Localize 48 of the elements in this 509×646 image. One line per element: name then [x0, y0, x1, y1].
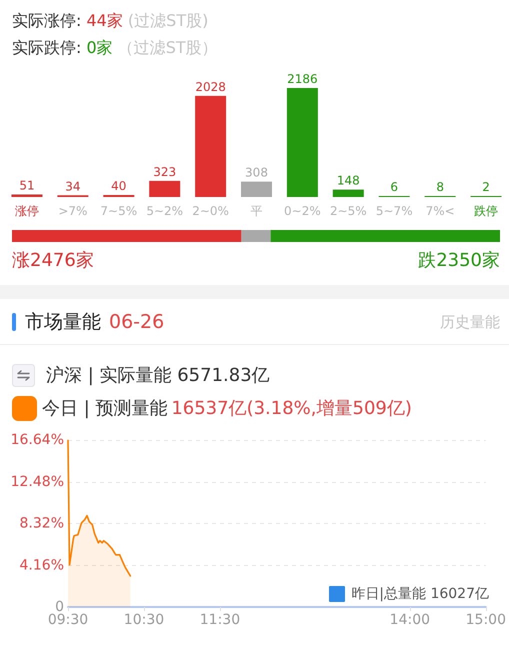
bar [149, 180, 180, 197]
x-tick-label: 14:00 [390, 612, 430, 628]
y-tick-label: 0 [55, 599, 64, 615]
x-tick-label: 09:30 [48, 612, 88, 628]
bar [195, 96, 226, 197]
data-label: 34 [65, 179, 81, 194]
x-tick-label: 2~0% [192, 204, 229, 218]
data-label: 323 [153, 164, 176, 179]
text: 沪深 | 实际量能 6571.83亿 [46, 364, 270, 388]
bar [286, 88, 318, 197]
text: 跌2350家 [418, 249, 500, 273]
data-label: 2 [482, 180, 490, 194]
x-tick-label: 7~5% [100, 204, 138, 218]
data-label: 2186 [287, 72, 318, 86]
x-tick-label: 2~5% [330, 204, 367, 218]
data-label: 6 [390, 180, 398, 194]
x-tick-label: 7%< [426, 204, 455, 218]
data-label: 148 [336, 174, 360, 188]
x-tick-label: 15:00 [466, 612, 506, 628]
x-tick-label: 涨停 [14, 204, 39, 218]
data-label: 8 [436, 180, 444, 194]
x-tick-label: 11:30 [200, 612, 240, 628]
x-tick-label: 10:30 [124, 612, 164, 628]
y-tick-label: 16.64% [10, 432, 64, 448]
x-tick-label: 跌停 [474, 204, 498, 218]
text: 涨2476家 [12, 249, 94, 273]
y-tick-label: 8.32% [20, 516, 64, 532]
bar [332, 190, 364, 197]
chart-subtitle: 06-26 [109, 311, 164, 333]
data-label: 2028 [195, 80, 226, 94]
data-label: 51 [19, 178, 35, 192]
text: 实际涨停: 44家 (过滤ST股) [12, 11, 208, 30]
x-tick-label: 0~2% [284, 204, 321, 218]
x-tick-label: 5~2% [146, 204, 184, 218]
y-tick-label: 12.48% [10, 474, 64, 490]
data-label: 40 [111, 179, 126, 194]
y-tick-label: 4.16% [20, 557, 64, 574]
bar [241, 182, 272, 197]
x-tick-label: >7% [58, 204, 88, 218]
text: 实际跌停: 0家 （过滤ST股） [12, 38, 218, 57]
bar [11, 194, 42, 197]
legend-label: 今日 | 预测量能 16537亿(3.18%,增量509亿) [42, 398, 412, 419]
x-tick-label: 平 [250, 204, 262, 218]
annotation: 昨日|总量能 16027亿 [351, 585, 489, 603]
chart-title: 市场量能 [25, 311, 101, 333]
data-label: 308 [245, 166, 268, 180]
text: 历史量能 [440, 312, 500, 332]
x-tick-label: 5~7% [376, 204, 413, 218]
